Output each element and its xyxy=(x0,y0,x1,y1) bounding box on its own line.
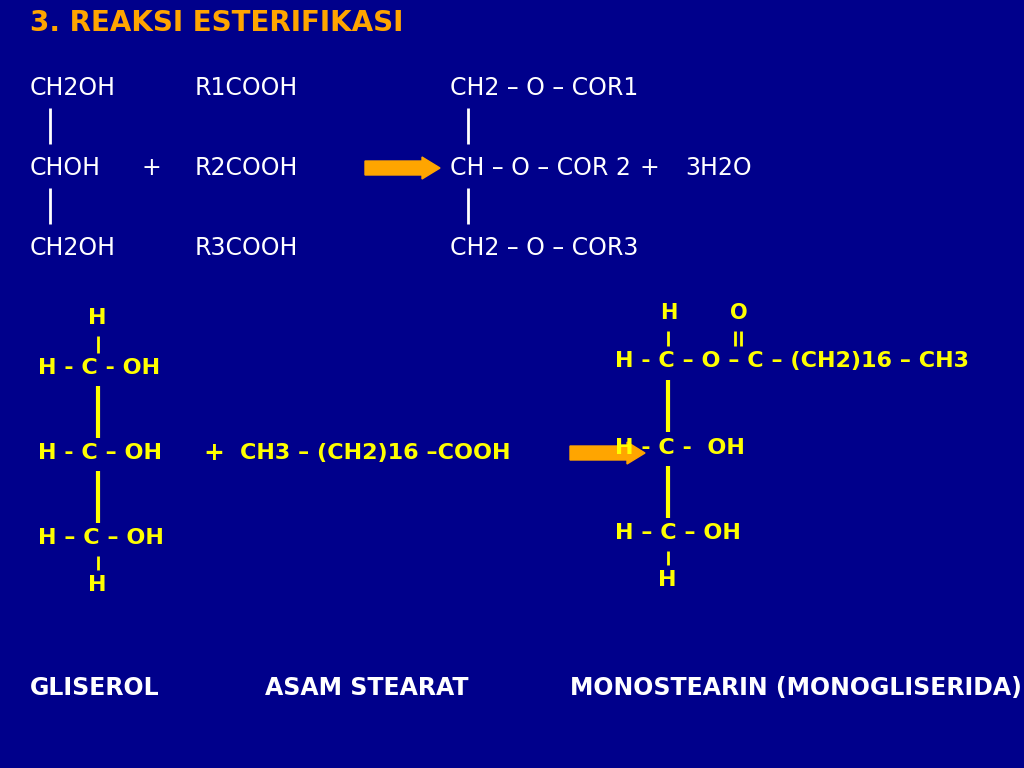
Text: CH2OH: CH2OH xyxy=(30,76,116,100)
Text: CH3 – (CH2)16 –COOH: CH3 – (CH2)16 –COOH xyxy=(240,443,511,463)
Text: +: + xyxy=(640,156,659,180)
Text: R1COOH: R1COOH xyxy=(195,76,298,100)
Text: H - C – O – C – (CH2)16 – CH3: H - C – O – C – (CH2)16 – CH3 xyxy=(615,351,969,371)
Text: 3H2O: 3H2O xyxy=(685,156,752,180)
Text: +: + xyxy=(203,441,224,465)
Text: GLISEROL: GLISEROL xyxy=(30,676,160,700)
Text: H – C – OH: H – C – OH xyxy=(38,528,164,548)
Text: CH2 – O – COR1: CH2 – O – COR1 xyxy=(450,76,638,100)
Text: H: H xyxy=(88,308,106,328)
Text: H – C – OH: H – C – OH xyxy=(615,523,741,543)
Text: 3. REAKSI ESTERIFIKASI: 3. REAKSI ESTERIFIKASI xyxy=(30,9,403,37)
Text: R2COOH: R2COOH xyxy=(195,156,298,180)
Text: CH2OH: CH2OH xyxy=(30,236,116,260)
Text: H - C - OH: H - C - OH xyxy=(38,358,160,378)
Text: H: H xyxy=(660,303,677,323)
Text: MONOSTEARIN (MONOGLISERIDA): MONOSTEARIN (MONOGLISERIDA) xyxy=(570,676,1022,700)
Text: R3COOH: R3COOH xyxy=(195,236,298,260)
Text: O: O xyxy=(730,303,748,323)
FancyArrow shape xyxy=(570,442,645,464)
FancyArrow shape xyxy=(365,157,440,179)
Text: CH – O – COR 2: CH – O – COR 2 xyxy=(450,156,631,180)
Text: CH2 – O – COR3: CH2 – O – COR3 xyxy=(450,236,638,260)
Text: ASAM STEARAT: ASAM STEARAT xyxy=(265,676,469,700)
Text: CHOH: CHOH xyxy=(30,156,101,180)
Text: H: H xyxy=(88,575,106,595)
Text: +: + xyxy=(142,156,162,180)
Text: H - C – OH: H - C – OH xyxy=(38,443,162,463)
Text: H - C -  OH: H - C - OH xyxy=(615,438,744,458)
Text: H: H xyxy=(658,570,677,590)
